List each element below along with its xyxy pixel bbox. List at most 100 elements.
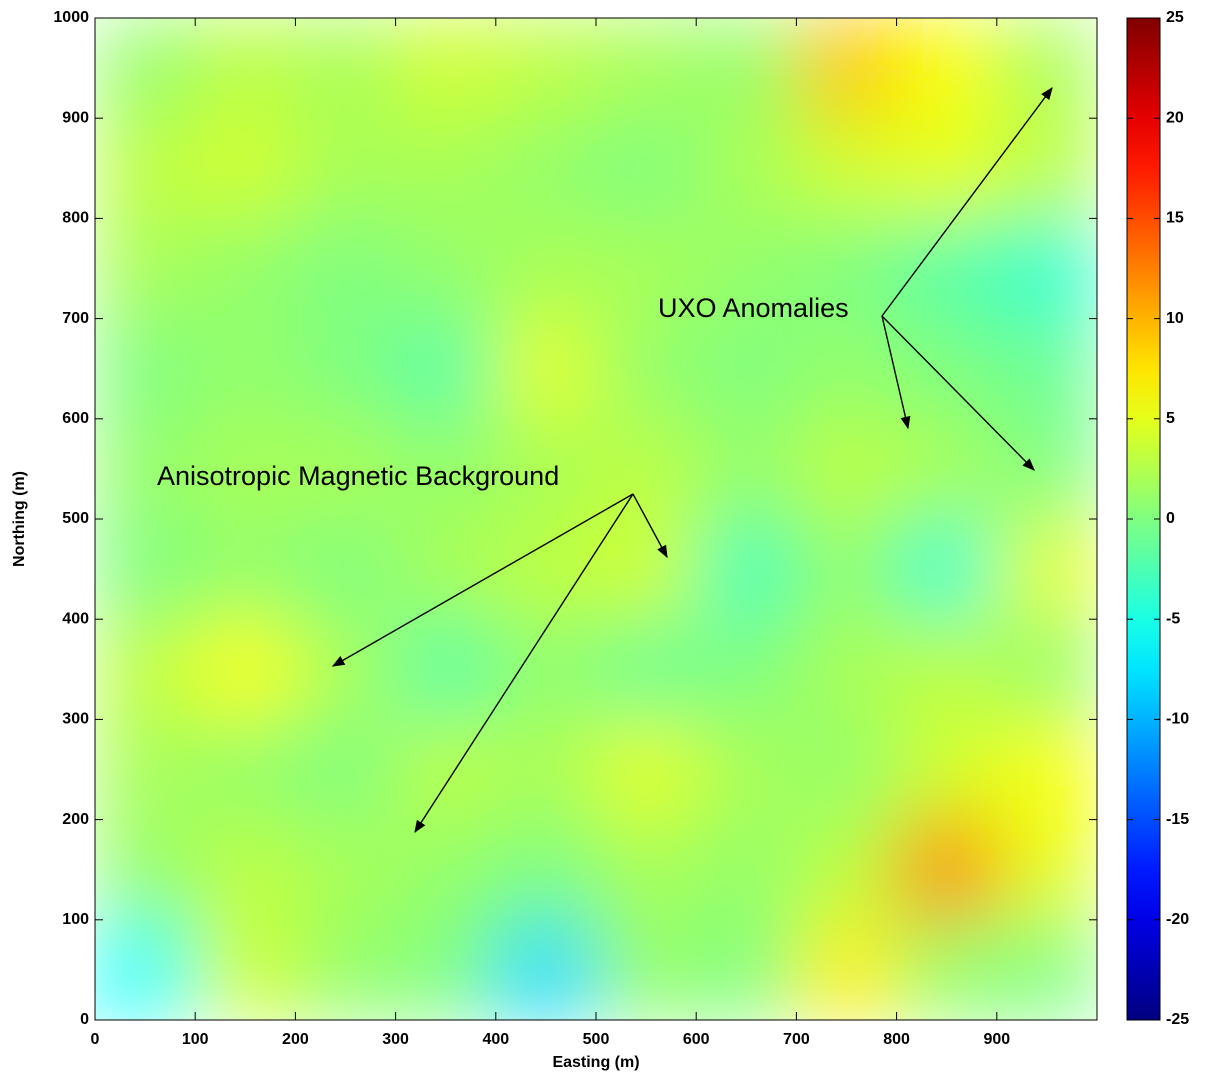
heatmap-cell xyxy=(95,920,196,1021)
heatmap-cell xyxy=(295,619,396,720)
heatmap-cell xyxy=(997,319,1098,420)
heatmap-cell xyxy=(796,719,897,820)
heatmap-cell xyxy=(295,719,396,820)
heatmap-cell xyxy=(796,820,897,921)
heatmap-cell xyxy=(897,519,998,620)
heatmap-cell xyxy=(295,820,396,921)
heatmap-cell xyxy=(195,719,296,820)
heatmap-cell xyxy=(195,218,296,319)
y-tick-label: 600 xyxy=(62,410,89,427)
x-tick-label: 700 xyxy=(783,1031,810,1048)
heatmap-cell xyxy=(396,619,497,720)
heatmap-cell xyxy=(796,519,897,620)
y-tick-label: 500 xyxy=(62,510,89,527)
heatmap-cell xyxy=(496,820,597,921)
heatmap-cell xyxy=(295,920,396,1021)
heatmap-cell xyxy=(496,218,597,319)
heatmap-cell xyxy=(396,820,497,921)
heatmap-cell xyxy=(396,118,497,219)
heatmap-cell xyxy=(696,18,797,119)
heatmap-cell xyxy=(396,719,497,820)
heatmap-cell xyxy=(696,920,797,1021)
x-tick-label: 800 xyxy=(883,1031,910,1048)
heatmap-cell xyxy=(897,118,998,219)
heatmap-cell xyxy=(997,719,1098,820)
heatmap-cell xyxy=(596,619,697,720)
heatmap-cell xyxy=(897,719,998,820)
x-tick-label: 200 xyxy=(282,1031,309,1048)
heatmap-cell xyxy=(596,820,697,921)
heatmap-cell xyxy=(195,319,296,420)
x-tick-label: 0 xyxy=(91,1031,100,1048)
annotation: UXO Anomalies xyxy=(658,293,849,323)
heatmap-cell xyxy=(95,18,196,119)
heatmap-cell xyxy=(396,218,497,319)
x-tick-label: 500 xyxy=(583,1031,610,1048)
heatmap-cell xyxy=(195,619,296,720)
colorbar-tick-label: -25 xyxy=(1166,1011,1189,1028)
x-axis-label: Easting (m) xyxy=(552,1054,639,1071)
heatmap-cell xyxy=(596,18,697,119)
heatmap-cell xyxy=(396,920,497,1021)
heatmap-cell xyxy=(997,519,1098,620)
heatmap-cell xyxy=(596,319,697,420)
heatmap-cell xyxy=(195,118,296,219)
annotation: Anisotropic Magnetic Background xyxy=(157,461,559,491)
y-tick-label: 800 xyxy=(62,210,89,227)
x-tick-label: 400 xyxy=(482,1031,509,1048)
colorbar-tick-label: -15 xyxy=(1166,811,1189,828)
x-tick-label: 300 xyxy=(382,1031,409,1048)
heatmap-cell xyxy=(997,218,1098,319)
colorbar-tick-label: 15 xyxy=(1166,210,1184,227)
heatmap-cell xyxy=(195,519,296,620)
heatmap-cell xyxy=(295,18,396,119)
heatmap-cell xyxy=(796,118,897,219)
y-tick-label: 0 xyxy=(80,1011,89,1028)
heatmap-cell xyxy=(496,519,597,620)
heatmap-cell xyxy=(295,319,396,420)
heatmap xyxy=(95,18,1098,1021)
y-tick-label: 1000 xyxy=(53,9,89,26)
heatmap-cell xyxy=(997,18,1098,119)
heatmap-cell xyxy=(95,820,196,921)
heatmap-cell xyxy=(997,920,1098,1021)
heatmap-cell xyxy=(95,319,196,420)
heatmap-cell xyxy=(897,920,998,1021)
heatmap-cell xyxy=(997,820,1098,921)
colorbar-tick-label: 10 xyxy=(1166,310,1184,327)
heatmap-cell xyxy=(496,619,597,720)
heatmap-cell xyxy=(496,719,597,820)
colorbar-tick-label: 25 xyxy=(1166,9,1184,26)
heatmap-cell xyxy=(95,118,196,219)
y-tick-label: 700 xyxy=(62,310,89,327)
heatmap-cell xyxy=(195,18,296,119)
heatmap-cell xyxy=(696,820,797,921)
heatmap-cell xyxy=(295,519,396,620)
chart: UXO Anomalies Anisotropic Magnetic Backg… xyxy=(0,0,1205,1077)
heatmap-cell xyxy=(496,319,597,420)
colorbar-tick-label: 0 xyxy=(1166,510,1175,527)
heatmap-cell xyxy=(897,319,998,420)
heatmap-cell xyxy=(295,218,396,319)
y-tick-label: 300 xyxy=(62,711,89,728)
y-tick-label: 100 xyxy=(62,911,89,928)
heatmap-cell xyxy=(696,519,797,620)
colorbar-tick-label: -20 xyxy=(1166,911,1189,928)
heatmap-cell xyxy=(897,218,998,319)
heatmap-cell xyxy=(95,519,196,620)
heatmap-cell xyxy=(997,419,1098,520)
heatmap-cell xyxy=(195,820,296,921)
y-tick-label: 400 xyxy=(62,610,89,627)
colorbar-tick-label: 5 xyxy=(1166,410,1175,427)
heatmap-cell xyxy=(696,419,797,520)
heatmap-cell xyxy=(696,118,797,219)
heatmap-cell xyxy=(95,619,196,720)
colorbar-tick-label: -5 xyxy=(1166,610,1180,627)
colorbar-tick-label: -10 xyxy=(1166,711,1189,728)
heatmap-cell xyxy=(796,920,897,1021)
heatmap-cell xyxy=(596,719,697,820)
heatmap-cell xyxy=(195,920,296,1021)
heatmap-cell xyxy=(396,18,497,119)
heatmap-cell xyxy=(95,218,196,319)
heatmap-cell xyxy=(796,18,897,119)
